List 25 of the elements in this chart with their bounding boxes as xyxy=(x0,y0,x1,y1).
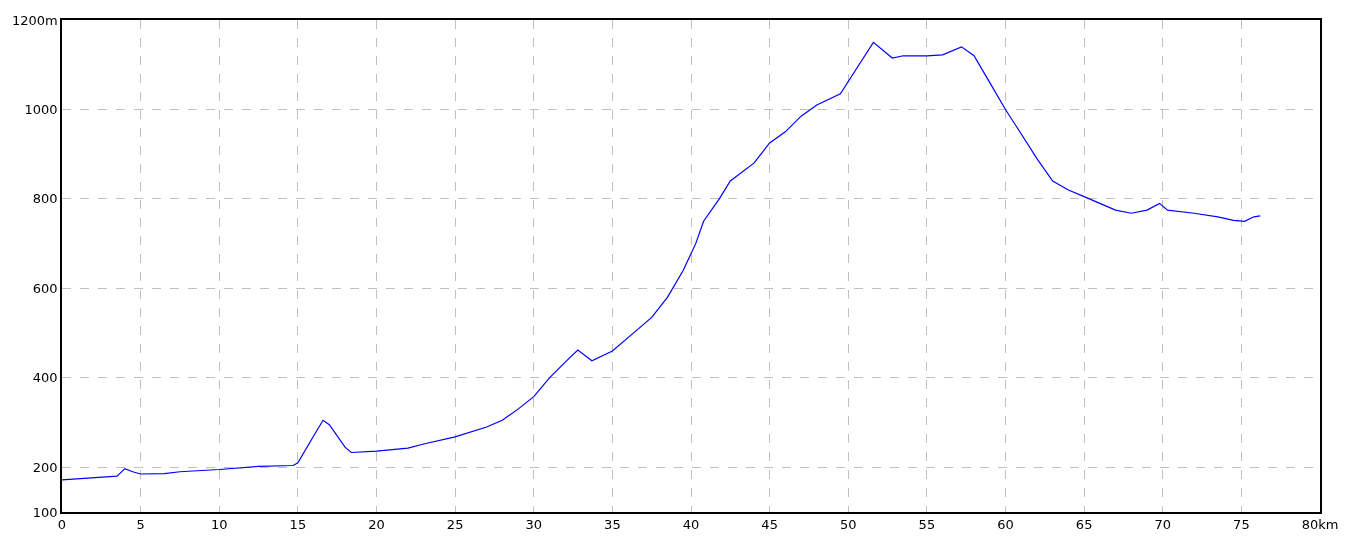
x-tick-label: 80km xyxy=(1301,517,1339,533)
x-tick-label: 70 xyxy=(1154,517,1172,533)
x-tick-label: 40 xyxy=(682,517,700,533)
x-tick-label: 45 xyxy=(761,517,778,533)
y-tick-label: 100 xyxy=(32,504,58,520)
x-tick-label: 75 xyxy=(1233,517,1250,533)
x-tick-label: 35 xyxy=(604,517,621,533)
line-series xyxy=(62,41,1261,481)
y-tick-label: 800 xyxy=(32,191,58,207)
x-tick-label: 55 xyxy=(918,517,936,533)
y-tick-label: 200 xyxy=(32,459,58,475)
x-tick-label: 15 xyxy=(289,517,307,533)
x-tick-label: 60 xyxy=(997,517,1014,533)
x-tick-label: 10 xyxy=(210,517,228,533)
x-tick-label: 20 xyxy=(368,517,385,533)
x-tick-label: 30 xyxy=(525,517,543,533)
y-tick-label: 1200m xyxy=(11,12,58,28)
x-tick-label: 65 xyxy=(1075,517,1093,533)
x-tick-label: 25 xyxy=(446,517,464,533)
y-tick-label: 600 xyxy=(32,280,58,296)
x-tick-label: 5 xyxy=(136,517,145,533)
y-tick-label: 400 xyxy=(32,370,58,386)
x-tick-label: 0 xyxy=(57,517,67,533)
y-tick-label: 1000 xyxy=(24,102,58,117)
x-tick-label: 50 xyxy=(839,517,857,533)
